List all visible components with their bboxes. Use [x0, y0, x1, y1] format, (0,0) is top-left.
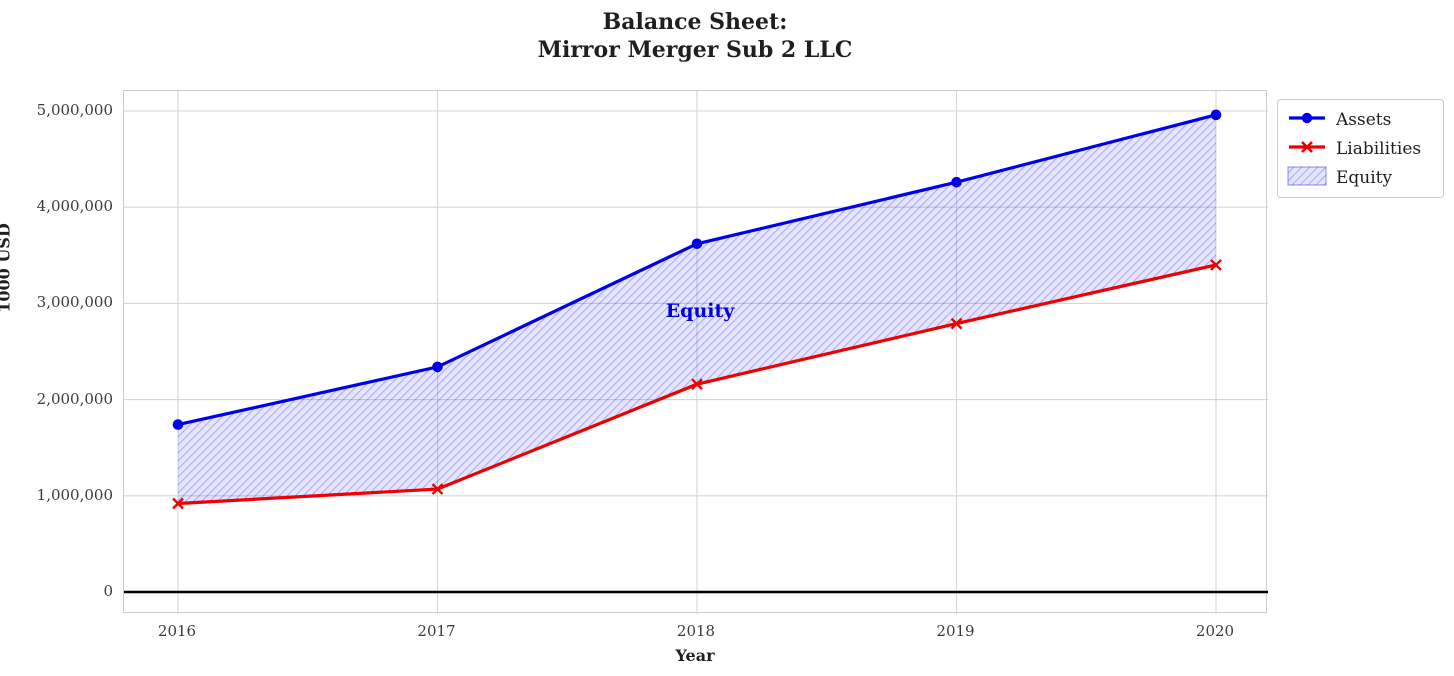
- y-tick-label: 4,000,000: [36, 197, 113, 216]
- chart-title: Balance Sheet: Mirror Merger Sub 2 LLC: [123, 8, 1267, 64]
- chart-title-line1: Balance Sheet:: [602, 9, 788, 35]
- plot-area: Equity: [123, 90, 1268, 614]
- legend-item-assets: Assets: [1287, 107, 1433, 132]
- assets-line-circle-icon: [1287, 108, 1327, 132]
- x-axis-label: Year: [675, 646, 715, 665]
- legend: Assets Liabilities Equity: [1277, 99, 1444, 198]
- y-tick-label: 3,000,000: [36, 293, 113, 312]
- legend-label-liabilities: Liabilities: [1336, 138, 1422, 159]
- legend-label-equity: Equity: [1336, 167, 1393, 188]
- equity-annotation: Equity: [665, 300, 735, 322]
- legend-label-assets: Assets: [1336, 109, 1392, 130]
- equity-hatch-patch-icon: [1287, 165, 1327, 190]
- y-tick-label: 2,000,000: [36, 389, 113, 408]
- y-tick-label: 5,000,000: [36, 101, 113, 119]
- chart-title-line2: Mirror Merger Sub 2 LLC: [537, 37, 853, 63]
- x-tick-label: 2018: [676, 622, 716, 640]
- y-tick-label: 1,000,000: [36, 485, 113, 504]
- legend-item-liabilities: Liabilities: [1287, 136, 1433, 161]
- x-tick-label: 2019: [936, 622, 975, 640]
- y-tick-label: 0: [103, 582, 113, 600]
- chart-canvas: [124, 91, 1268, 614]
- x-tick-label: 2020: [1195, 622, 1235, 640]
- x-tick-label: 2016: [157, 622, 197, 640]
- liabilities-line-x-icon: [1287, 137, 1327, 161]
- x-tick-label: 2017: [417, 622, 456, 640]
- legend-item-equity: Equity: [1287, 165, 1433, 190]
